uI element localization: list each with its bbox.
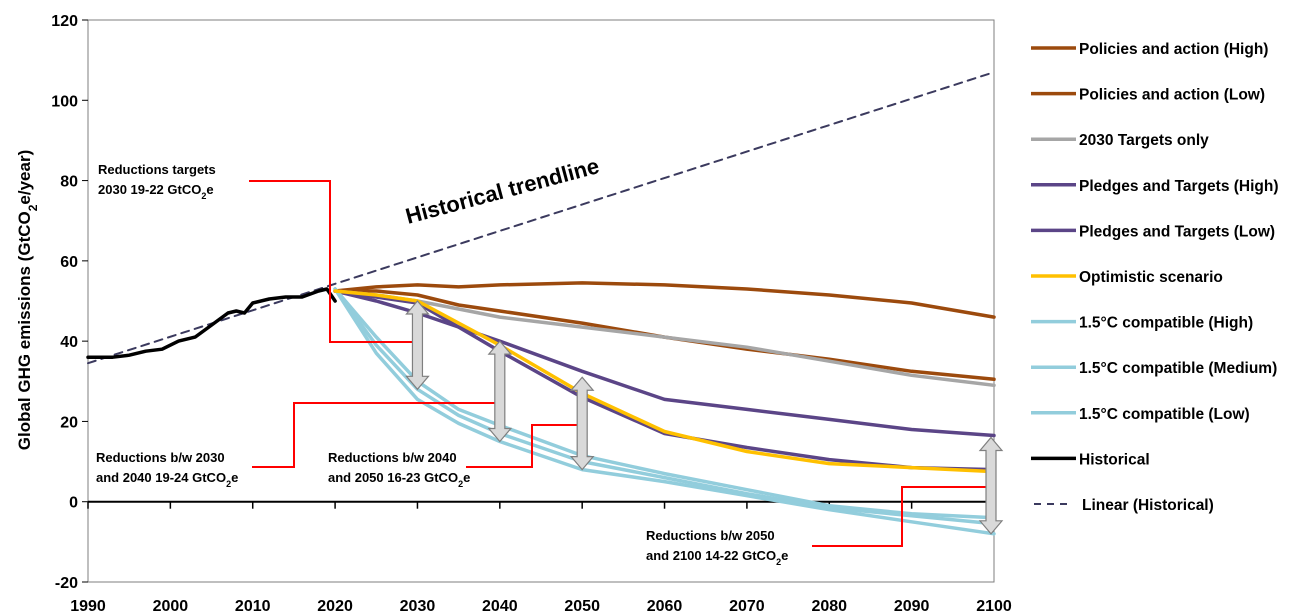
annotation-connector-3 xyxy=(812,486,990,547)
legend-label-3: Pledges and Targets (High) xyxy=(1079,178,1279,195)
legend-label-7: 1.5°C compatible (Medium) xyxy=(1079,360,1277,377)
annotation-part: 2 xyxy=(458,479,463,489)
annotation-part: e xyxy=(206,182,213,197)
annotation-part: and 2100 14-22 GtCO xyxy=(646,548,776,563)
series-line-4 xyxy=(333,289,996,472)
y-tick-label: 40 xyxy=(60,334,78,351)
annotation-part: Reductions b/w 2040 xyxy=(328,450,457,465)
annotation-2: Reductions b/w 2040 and 2050 16-23 GtCO2e xyxy=(328,450,470,489)
series-line-10 xyxy=(87,71,995,365)
x-tick-label: 2070 xyxy=(729,598,765,615)
series-line-0 xyxy=(333,281,996,319)
y-axis: -20 0 20 40 60 80 100 120 xyxy=(51,13,88,592)
x-tick-label: 2060 xyxy=(647,598,683,615)
x-tick-label: 2000 xyxy=(153,598,189,615)
x-tick-label: 2100 xyxy=(976,598,1012,615)
annotation-part: e xyxy=(231,470,238,485)
annotation-part: 2030 19-22 GtCO xyxy=(98,182,201,197)
legend-label-6: 1.5°C compatible (High) xyxy=(1079,315,1253,332)
annotation-connectors xyxy=(249,180,990,547)
legend-label-9: Historical xyxy=(1079,451,1150,468)
legend-label-5: Optimistic scenario xyxy=(1079,269,1223,286)
legend-label-2: 2030 Targets only xyxy=(1079,132,1209,149)
y-axis-label-sub: 2 xyxy=(26,204,40,211)
legend-label-1: Policies and action (Low) xyxy=(1079,87,1265,104)
y-axis-label: Global GHG emissions (GtCO2e/year) xyxy=(15,150,40,451)
annotation-part: Reductions b/w 2050 xyxy=(646,528,775,543)
reduction-arrows xyxy=(405,300,1004,535)
y-tick-label: 80 xyxy=(60,174,78,191)
y-tick-label: 60 xyxy=(60,254,78,271)
reduction-arrow-3 xyxy=(978,436,1004,535)
annotation-part: e xyxy=(463,470,470,485)
legend-label-8: 1.5°C compatible (Low) xyxy=(1079,406,1250,423)
annotation-part: e xyxy=(781,548,788,563)
annotation-connector-0 xyxy=(249,180,414,343)
y-axis-label-unit: e/year) xyxy=(15,150,34,205)
annotation-part: Reductions b/w 2030 xyxy=(96,450,225,465)
x-tick-label: 2090 xyxy=(894,598,930,615)
x-axis: 1990 2000 2010 2020 2030 2040 2050 2060 2070 2080… xyxy=(70,501,1012,615)
y-tick-label: 0 xyxy=(69,495,78,512)
y-tick-label: -20 xyxy=(55,575,78,592)
x-tick-label: 2050 xyxy=(564,598,600,615)
x-tick-label: 2010 xyxy=(235,598,271,615)
reduction-arrow-2 xyxy=(569,376,595,471)
x-tick-label: 2030 xyxy=(400,598,436,615)
y-tick-label: 20 xyxy=(60,414,78,431)
series-line-9 xyxy=(86,287,337,359)
annotation-3: Reductions b/w 2050 and 2100 14-22 GtCO2e xyxy=(646,528,788,567)
y-axis-label-main: Global GHG emissions (GtCO xyxy=(15,211,34,450)
legend: Policies and action (High) Policies and a… xyxy=(1031,41,1279,514)
annotation-part: Reductions targets xyxy=(98,162,216,177)
annotations: Reductions targets 2030 19-22 GtCO2eReduc… xyxy=(96,162,788,567)
annotation-part: and 2040 19-24 GtCO xyxy=(96,470,226,485)
annotation-connector-1 xyxy=(252,402,496,468)
x-tick-label: 1990 xyxy=(70,598,106,615)
legend-label-4: Pledges and Targets (Low) xyxy=(1079,223,1275,240)
y-tick-label: 100 xyxy=(51,93,78,110)
reduction-arrow-0 xyxy=(405,300,430,391)
x-tick-label: 2080 xyxy=(811,598,847,615)
x-tick-label: 2040 xyxy=(482,598,518,615)
series-line-5 xyxy=(333,289,996,474)
annotation-part: 2 xyxy=(776,557,781,567)
plot-area xyxy=(87,19,995,583)
x-tick-label: 2020 xyxy=(317,598,353,615)
annotation-1: Reductions b/w 2030 and 2040 19-24 GtCO2e xyxy=(96,450,238,489)
reduction-arrow-1 xyxy=(487,340,513,443)
legend-label-0: Policies and action (High) xyxy=(1079,41,1268,58)
series-line-1 xyxy=(333,289,996,382)
series-line-3 xyxy=(333,289,996,438)
annotation-0: Reductions targets 2030 19-22 GtCO2e xyxy=(98,162,216,201)
annotation-part: 2 xyxy=(226,479,231,489)
annotation-part: and 2050 16-23 GtCO xyxy=(328,470,458,485)
y-tick-label: 120 xyxy=(51,13,78,30)
legend-label-10: Linear (Historical) xyxy=(1082,497,1214,514)
annotation-part: 2 xyxy=(201,191,206,201)
annotation-connector-2 xyxy=(466,424,577,468)
